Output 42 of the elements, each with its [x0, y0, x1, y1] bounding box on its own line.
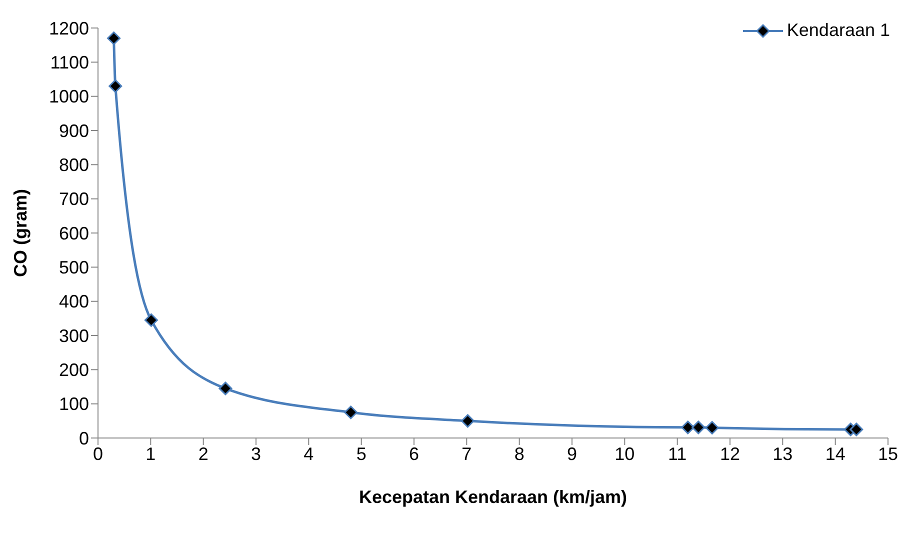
y-tick-label: 300	[58, 326, 89, 346]
point	[344, 406, 358, 420]
x-tick-label: 13	[772, 444, 793, 464]
y-tick-label: 100	[58, 394, 89, 414]
point	[144, 313, 158, 327]
x-tick-label: 0	[92, 444, 104, 464]
y-tick-label: 800	[58, 155, 89, 176]
x-tick-label: 4	[304, 444, 314, 464]
x-tick-label: 15	[878, 444, 898, 464]
legend-label: Kendaraan 1	[786, 20, 890, 41]
x-tick-label: 10	[614, 444, 635, 464]
x-tick-label: 12	[720, 444, 740, 464]
x-tick-label: 2	[198, 444, 208, 464]
x-tick-label: 14	[825, 444, 846, 464]
point	[460, 414, 474, 428]
point	[218, 382, 232, 396]
x-tick-label: 11	[668, 444, 687, 464]
point	[108, 79, 122, 93]
point	[692, 420, 706, 434]
y-tick-label: 200	[58, 360, 89, 380]
y-tick-label: 900	[58, 120, 89, 141]
point	[107, 32, 121, 45]
x-tick-label: 8	[514, 444, 524, 464]
y-axis-title: CO (gram)	[10, 188, 30, 278]
y-tick-label: 700	[58, 189, 89, 210]
x-tick-label: 6	[408, 444, 420, 464]
y-tick-label: 1100	[50, 52, 89, 73]
x-tick-label: 3	[250, 444, 262, 464]
point	[850, 422, 864, 436]
x-tick-label: 9	[566, 444, 578, 464]
y-tick-label: 1200	[48, 18, 89, 38]
point	[705, 421, 719, 434]
point	[681, 420, 695, 434]
x-tick-label: 7	[462, 444, 472, 464]
x-axis-title: Kecepatan Kendaraan (km/jam)	[358, 487, 628, 507]
x-tick-label: 5	[356, 444, 366, 464]
y-tick-label: 400	[58, 292, 89, 312]
x-tick-label: 1	[146, 444, 156, 464]
y-tick-label: 0	[78, 428, 89, 448]
y-tick-label: 500	[58, 258, 89, 278]
y-tick-label: 600	[58, 223, 89, 244]
y-tick-label: 1000	[48, 86, 89, 107]
